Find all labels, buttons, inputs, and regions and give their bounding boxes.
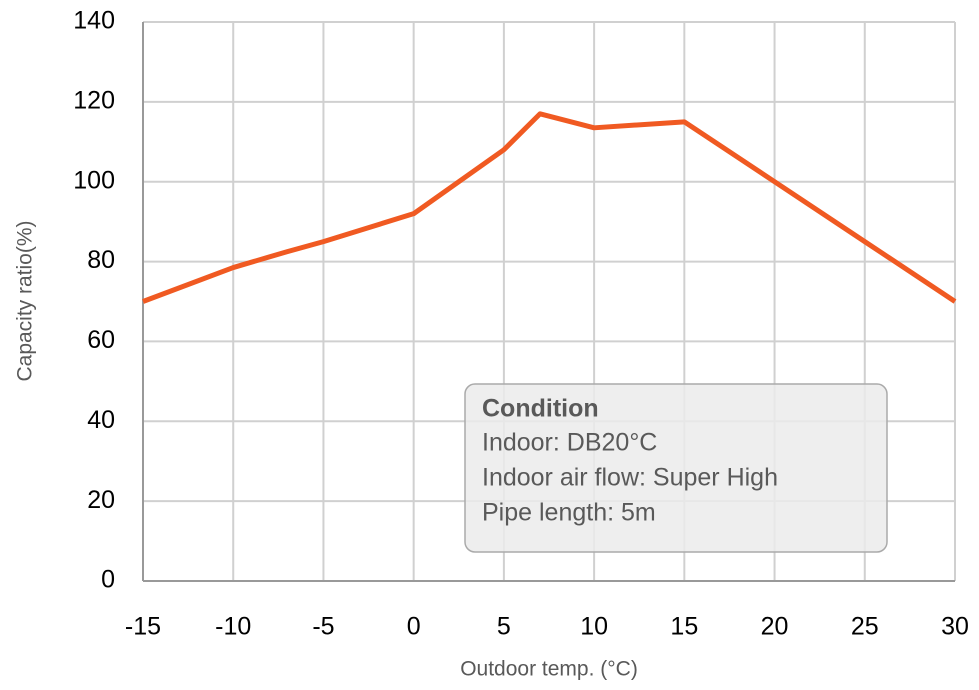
x-tick-label: -15 [125, 613, 161, 641]
x-tick-label: -5 [312, 613, 334, 641]
y-tick-label: 0 [101, 566, 115, 594]
x-axis-title: Outdoor temp. (°C) [460, 658, 638, 681]
y-axis-title: Capacity ratio(%) [14, 220, 37, 381]
x-tick-label: 0 [407, 613, 421, 641]
x-tick-label: 25 [851, 613, 879, 641]
x-tick-label: 15 [670, 613, 698, 641]
annotation-title: Condition [482, 395, 599, 423]
y-tick-label: 40 [87, 406, 115, 434]
annotation-line: Pipe length: 5m [482, 499, 656, 527]
x-tick-label: 5 [497, 613, 511, 641]
y-tick-label: 140 [73, 7, 115, 35]
y-tick-label: 100 [73, 166, 115, 194]
x-tick-label: 30 [941, 613, 969, 641]
y-tick-label: 60 [87, 326, 115, 354]
x-tick-label: 20 [761, 613, 789, 641]
annotation-line: Indoor: DB20°C [482, 429, 657, 457]
annotation-box [464, 383, 888, 553]
y-tick-label: 20 [87, 486, 115, 514]
data-line [142, 111, 957, 304]
y-tick-label: 80 [87, 246, 115, 274]
x-tick-label: -10 [215, 613, 251, 641]
y-tick-label: 120 [73, 86, 115, 114]
annotation-line: Indoor air flow: Super High [482, 464, 778, 492]
x-tick-label: 10 [580, 613, 608, 641]
